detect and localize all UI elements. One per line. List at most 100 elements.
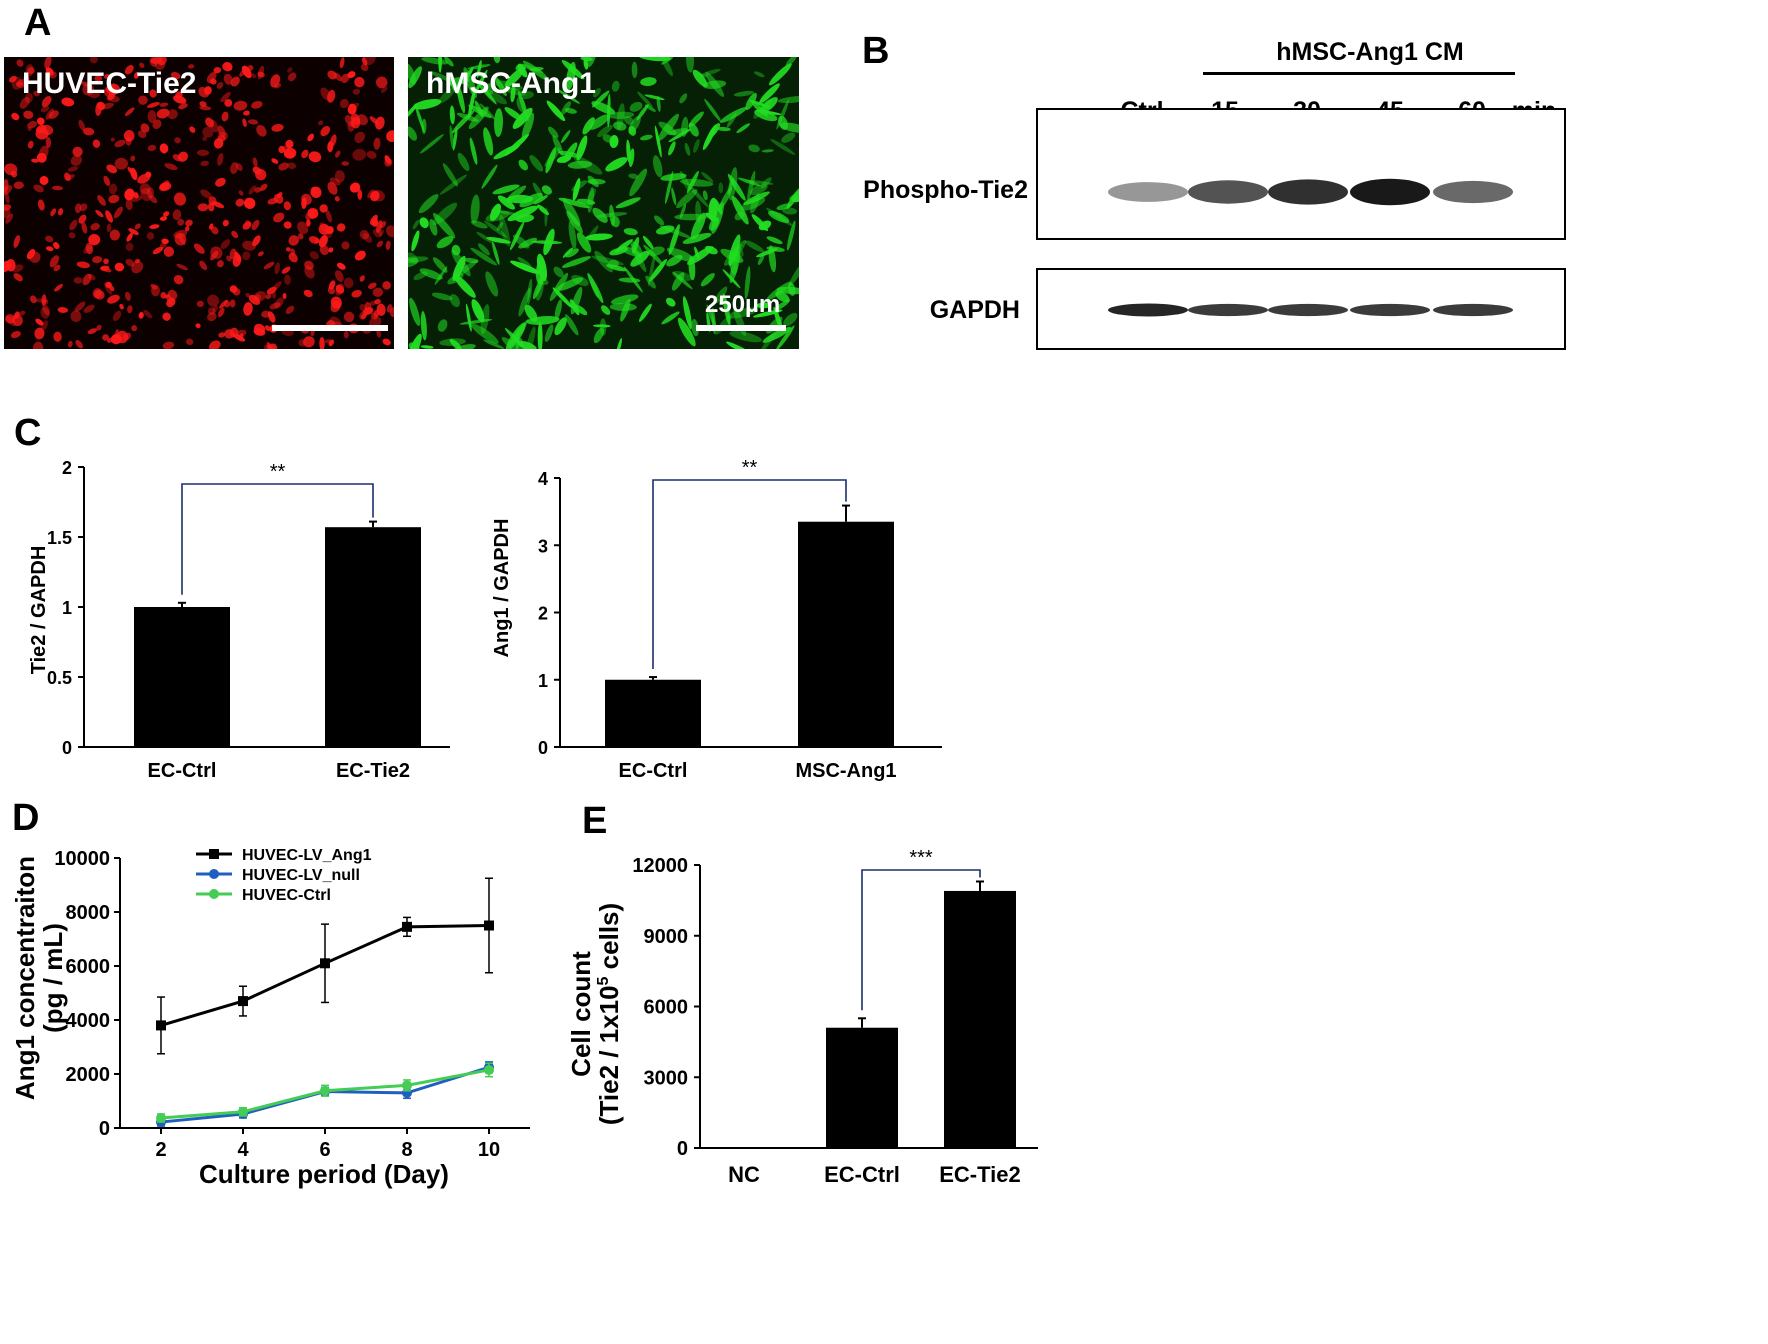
- cell: [149, 224, 160, 229]
- cell: [565, 248, 579, 258]
- cell: [124, 188, 135, 201]
- cell: [518, 63, 544, 73]
- cell: [110, 137, 115, 142]
- data-point: [156, 1113, 166, 1124]
- cell: [19, 96, 30, 109]
- cell: [217, 131, 229, 141]
- cell: [526, 315, 560, 325]
- cell: [374, 299, 381, 305]
- cell: [546, 100, 566, 122]
- cell: [483, 339, 504, 349]
- cell: [629, 101, 643, 112]
- cell: [207, 307, 216, 316]
- cell: [552, 135, 564, 156]
- cell: [444, 57, 454, 67]
- y-tick-label: 8000: [66, 902, 111, 924]
- cell: [327, 286, 336, 295]
- cell: [354, 76, 365, 88]
- cell: [177, 218, 185, 226]
- cell: [61, 97, 75, 107]
- cell: [216, 260, 224, 268]
- x-tick-label: 8: [401, 1139, 412, 1161]
- cell: [442, 163, 458, 187]
- cell: [256, 124, 267, 137]
- cell: [700, 273, 715, 287]
- cell: [519, 192, 543, 208]
- cell: [463, 67, 478, 99]
- panel-letter-c: C: [14, 412, 42, 454]
- cell: [274, 83, 282, 89]
- cell: [537, 204, 549, 216]
- cell: [436, 236, 454, 249]
- cell: [162, 341, 175, 349]
- data-point: [402, 921, 412, 932]
- cell: [574, 304, 588, 316]
- legend-marker: [209, 889, 219, 899]
- cell: [556, 89, 581, 104]
- cell: [439, 174, 468, 195]
- cell: [684, 142, 691, 156]
- cell: [665, 297, 676, 307]
- cell: [382, 281, 391, 290]
- cell: [173, 95, 187, 104]
- cell: [229, 248, 237, 260]
- cell: [610, 294, 639, 305]
- cell: [688, 111, 704, 128]
- cell: [661, 311, 680, 325]
- cell: [616, 338, 623, 349]
- cell: [125, 258, 135, 267]
- cell: [631, 61, 638, 79]
- cell: [161, 180, 170, 192]
- cell: [561, 256, 591, 268]
- cell: [36, 117, 45, 126]
- cell: [751, 214, 769, 232]
- data-point: [156, 1020, 166, 1031]
- blot-band: [1268, 303, 1348, 317]
- cell: [628, 173, 639, 179]
- cell: [555, 277, 584, 291]
- cell: [103, 85, 117, 98]
- cell: [109, 229, 121, 241]
- cell: [373, 137, 381, 150]
- legend-label: HUVEC-LV_null: [242, 867, 360, 884]
- cell: [198, 86, 210, 98]
- cell: [343, 330, 349, 339]
- cell: [223, 73, 233, 85]
- chart-cell-count: Cell count (Tie2 / 1x105 cells) 0 3000 600…: [566, 847, 1038, 1187]
- cell: [23, 110, 34, 119]
- cell: [176, 263, 188, 271]
- cell: [138, 312, 144, 319]
- cell: [661, 57, 674, 65]
- cell: [41, 299, 49, 305]
- cell: [631, 241, 643, 258]
- cell: [536, 279, 544, 301]
- cell: [419, 268, 443, 280]
- cell: [83, 127, 95, 136]
- cell: [740, 197, 766, 211]
- cell: [593, 324, 611, 328]
- cell: [371, 219, 379, 227]
- cell: [533, 194, 548, 205]
- cell: [676, 189, 698, 209]
- cell: [124, 65, 134, 75]
- cell: [576, 135, 588, 161]
- cell: [695, 200, 702, 224]
- cell: [408, 252, 419, 264]
- cell: [452, 344, 476, 349]
- chart-ang1-concentration: Ang1 concentraiton (pg / mL) Culture per…: [10, 847, 530, 1189]
- cell: [429, 71, 452, 82]
- cell: [744, 240, 765, 253]
- cell: [210, 78, 217, 85]
- cell: [606, 264, 627, 272]
- cell: [449, 125, 454, 150]
- cell: [509, 222, 525, 251]
- cell: [629, 168, 648, 197]
- cell: [328, 247, 334, 253]
- cell: [14, 311, 20, 319]
- cell: [288, 235, 300, 246]
- cell: [623, 266, 643, 293]
- cell: [41, 95, 52, 108]
- cell: [13, 181, 24, 189]
- cell: [592, 90, 610, 108]
- cell: [40, 105, 50, 113]
